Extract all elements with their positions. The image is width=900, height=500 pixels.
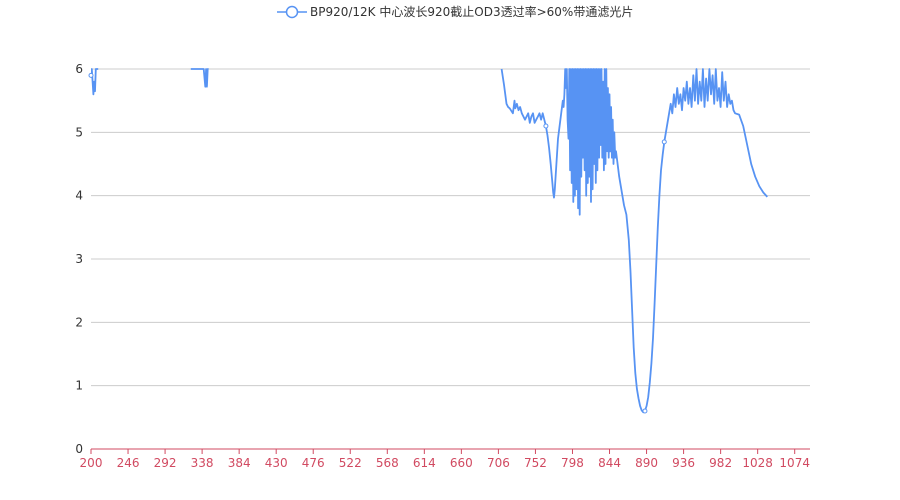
x-tick-label: 568 bbox=[376, 456, 399, 470]
y-tick-label: 1 bbox=[75, 379, 83, 393]
x-tick-label: 1028 bbox=[742, 456, 773, 470]
x-tick-label: 982 bbox=[709, 456, 732, 470]
x-tick-label: 384 bbox=[228, 456, 251, 470]
x-tick-label: 292 bbox=[154, 456, 177, 470]
x-tick-label: 476 bbox=[302, 456, 325, 470]
y-tick-label: 4 bbox=[75, 189, 83, 203]
x-tick-label: 1074 bbox=[779, 456, 810, 470]
x-tick-label: 338 bbox=[191, 456, 214, 470]
x-tick-label: 522 bbox=[339, 456, 362, 470]
x-tick-label: 614 bbox=[413, 456, 436, 470]
y-tick-label: 5 bbox=[75, 125, 83, 139]
y-tick-label: 6 bbox=[75, 62, 83, 76]
data-point[interactable] bbox=[88, 72, 94, 78]
y-tick-label: 2 bbox=[75, 315, 83, 329]
data-point[interactable] bbox=[661, 139, 667, 145]
legend-label: BP920/12K 中心波长920截止OD3透过率>60%带通滤光片 bbox=[310, 5, 634, 19]
x-tick-label: 200 bbox=[80, 456, 103, 470]
x-tick-label: 844 bbox=[598, 456, 621, 470]
x-tick-label: 660 bbox=[450, 456, 473, 470]
legend-line-icon bbox=[277, 5, 307, 18]
data-point[interactable] bbox=[642, 408, 648, 414]
y-tick-label: 0 bbox=[75, 442, 83, 456]
series-line[interactable] bbox=[91, 68, 768, 414]
x-tick-label: 246 bbox=[117, 456, 140, 470]
data-point[interactable] bbox=[543, 123, 549, 129]
x-tick-label: 798 bbox=[561, 456, 584, 470]
x-tick-label: 430 bbox=[265, 456, 288, 470]
x-tick-label: 706 bbox=[487, 456, 510, 470]
legend[interactable]: BP920/12K 中心波长920截止OD3透过率>60%带通滤光片 bbox=[277, 3, 633, 20]
x-tick-label: 936 bbox=[672, 456, 695, 470]
x-tick-label: 752 bbox=[524, 456, 547, 470]
y-tick-label: 3 bbox=[75, 252, 83, 266]
x-tick-label: 890 bbox=[635, 456, 658, 470]
